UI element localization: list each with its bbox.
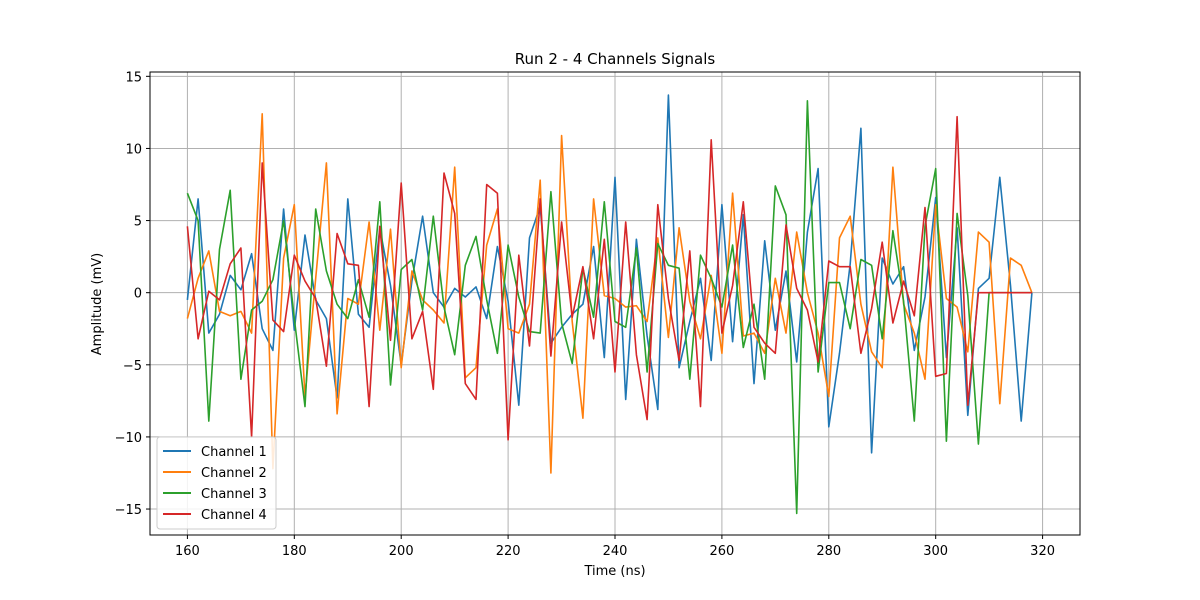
legend-label: Channel 3 <box>201 487 267 502</box>
x-axis-label: Time (ns) <box>583 564 645 579</box>
x-tick-label: 300 <box>923 544 948 559</box>
x-tick-label: 320 <box>1030 544 1055 559</box>
x-tick-label: 280 <box>816 544 841 559</box>
x-tick-label: 160 <box>175 544 200 559</box>
y-axis: −15 −10 −5 0 5 10 15 <box>115 70 150 518</box>
y-tick-label: 15 <box>125 70 142 85</box>
x-tick-label: 260 <box>709 544 734 559</box>
series-line-channel-4 <box>186 115 1032 441</box>
x-tick-label: 240 <box>603 544 628 559</box>
y-tick-label: 10 <box>125 142 142 157</box>
y-tick-label: 0 <box>134 287 142 302</box>
x-axis: 160 180 200 220 240 260 280 300 320 <box>175 535 1055 559</box>
legend-box <box>156 436 277 530</box>
x-tick-label: 220 <box>496 544 521 559</box>
series-layer <box>186 94 1033 515</box>
y-tick-label: −5 <box>123 359 142 374</box>
chart-title: Run 2 - 4 Channels Signals <box>515 50 716 68</box>
legend-label: Channel 4 <box>201 508 267 523</box>
x-tick-label: 180 <box>282 544 307 559</box>
x-tick-label: 200 <box>389 544 414 559</box>
y-tick-label: 5 <box>134 215 142 230</box>
legend-label: Channel 1 <box>201 445 267 460</box>
legend-label: Channel 2 <box>201 466 267 481</box>
series-line-channel-2 <box>186 113 1033 474</box>
y-tick-label: −10 <box>115 431 142 446</box>
legend: Channel 1 Channel 2 Channel 3 Channel 4 <box>156 436 277 530</box>
y-axis-label: Amplitude (mV) <box>90 253 105 355</box>
y-tick-label: −15 <box>115 503 142 518</box>
series-line-channel-3 <box>186 100 1032 515</box>
